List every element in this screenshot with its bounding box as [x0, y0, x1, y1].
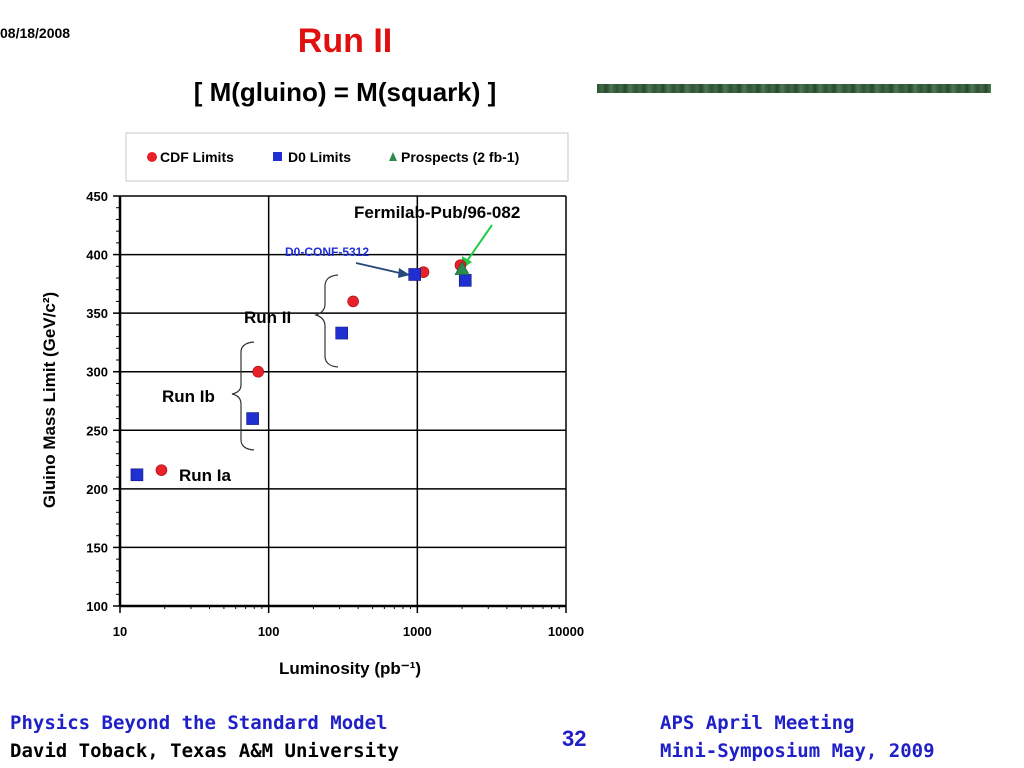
- x-axis-title: Luminosity (pb⁻¹): [279, 659, 421, 678]
- d0-conf-arrow: [355, 262, 405, 275]
- legend-d0-label: D0 Limits: [288, 149, 351, 165]
- y-tick-label: 100: [86, 599, 108, 614]
- y-tick-label: 150: [86, 540, 108, 555]
- legend-cdf-marker: [147, 152, 157, 162]
- cdf-point: [155, 464, 168, 476]
- cdf-point: [347, 295, 359, 308]
- d0-point: [408, 268, 421, 281]
- d0-point: [458, 274, 472, 287]
- fermilab-arrow: [466, 224, 493, 262]
- decorative-bar: [597, 84, 991, 93]
- legend-box: [125, 132, 569, 182]
- prospects-point: [454, 260, 470, 275]
- y-tick-label: 300: [86, 365, 108, 380]
- x-tick-label: 10000: [548, 624, 584, 639]
- d0-point: [130, 468, 144, 482]
- d0-point: [246, 412, 259, 425]
- y-tick-label: 400: [86, 248, 108, 263]
- run-ib-brace: [231, 341, 255, 451]
- slide-subtitle: [ M(gluino) = M(squark) ]: [193, 77, 497, 107]
- grid: [120, 195, 567, 606]
- y-tick-label: 350: [86, 306, 108, 321]
- run-ii-brace: [314, 274, 339, 368]
- footer-meeting: APS April Meeting: [660, 712, 855, 734]
- run-ia-label: Run Ia: [179, 466, 231, 485]
- y-tick-label: 200: [86, 482, 108, 497]
- d0-point: [335, 326, 349, 340]
- tick-labels: 100 150 200 250 300 350 400 450 10 100 1000 10000: [86, 189, 584, 639]
- date-label: 08/18/2008: [0, 25, 71, 41]
- d0-conf-label: D0-CONF-5312: [285, 245, 369, 259]
- x-tick-label: 100: [258, 624, 280, 639]
- y-tick-label: 250: [86, 423, 108, 438]
- d0-conf-arrowhead: [398, 268, 410, 278]
- page-number: 32: [562, 726, 587, 751]
- cdf-point: [252, 365, 264, 378]
- x-tick-label: 10: [113, 624, 127, 639]
- data-marks: [130, 259, 472, 482]
- legend-cdf-label: CDF Limits: [160, 149, 234, 165]
- slide-title: Run II: [297, 22, 393, 60]
- footer-symposium: Mini-Symposium May, 2009: [660, 740, 935, 762]
- annotations: Run Ia Run Ib Run II D0-CONF-5312 Fermil…: [162, 203, 520, 485]
- legend-prospects-label: Prospects (2 fb-1): [401, 149, 519, 165]
- legend-prospects-marker: [389, 152, 397, 161]
- y-tick-label: 450: [86, 189, 108, 204]
- y-axis-title: Gluino Mass Limit (GeV/c²): [40, 292, 59, 508]
- axes: [113, 195, 567, 613]
- x-tick-label: 1000: [403, 624, 432, 639]
- footer-course-title: Physics Beyond the Standard Model: [10, 712, 388, 734]
- footer-author: David Toback, Texas A&M University: [10, 740, 399, 762]
- gluino-mass-limit-chart: CDF Limits D0 Limits Prospects (2 fb-1) …: [40, 132, 584, 678]
- run-ii-label: Run II: [244, 308, 291, 327]
- legend: CDF Limits D0 Limits Prospects (2 fb-1): [125, 132, 569, 182]
- legend-d0-marker: [273, 152, 282, 161]
- fermilab-pub-label: Fermilab-Pub/96-082: [354, 203, 520, 222]
- run-ib-label: Run Ib: [162, 387, 215, 406]
